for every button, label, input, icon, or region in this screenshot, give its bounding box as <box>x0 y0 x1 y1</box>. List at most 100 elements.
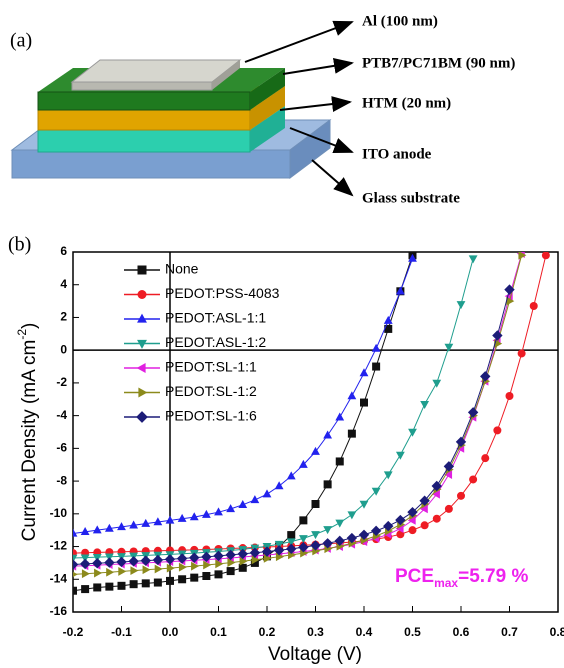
data-point <box>518 349 526 357</box>
pce-end: =5.79 % <box>458 566 528 587</box>
data-point <box>142 579 150 587</box>
y-axis-label-sup: -2 <box>15 329 29 340</box>
data-point <box>82 569 90 578</box>
data-point <box>153 555 163 565</box>
data-point <box>263 489 272 497</box>
data-point <box>189 552 199 562</box>
data-point <box>312 500 320 508</box>
data-point <box>506 392 514 400</box>
x-tick-label: 0.6 <box>453 625 470 639</box>
y-tick-label: -8 <box>56 473 67 487</box>
data-point <box>287 471 296 479</box>
y-tick-label: -12 <box>50 539 68 553</box>
legend-label: PEDOT:SL-1:1 <box>165 359 257 375</box>
ito-front <box>38 130 250 152</box>
data-point <box>141 555 151 565</box>
x-tick-label: 0.1 <box>210 625 227 639</box>
data-point <box>104 557 114 567</box>
data-point <box>347 511 356 519</box>
y-tick-label: 0 <box>60 342 67 356</box>
x-tick-label: 0.4 <box>356 625 373 639</box>
legend-marker <box>137 363 146 373</box>
x-tick-label: 0.5 <box>404 625 421 639</box>
al-front <box>72 82 212 90</box>
data-point <box>360 368 369 376</box>
data-point <box>372 363 380 371</box>
data-point <box>432 380 441 388</box>
y-tick-label: -10 <box>50 506 68 520</box>
data-point <box>335 520 344 528</box>
data-point <box>530 302 538 310</box>
data-point <box>130 580 138 588</box>
data-point <box>227 567 235 575</box>
y-axis-label-end: ) <box>19 323 40 329</box>
data-point <box>360 399 368 407</box>
data-point <box>445 505 453 513</box>
data-point <box>128 556 138 566</box>
data-point <box>154 579 162 587</box>
data-point <box>310 540 320 550</box>
legend-marker <box>137 340 147 349</box>
arrow <box>245 22 352 62</box>
legend-label: PEDOT:SL-1:6 <box>165 408 257 424</box>
data-point <box>165 554 175 564</box>
pce-text: PCE <box>395 566 434 587</box>
data-point <box>80 559 90 569</box>
x-tick-label: 0.2 <box>259 625 276 639</box>
data-point <box>93 583 101 591</box>
legend-marker <box>136 411 148 423</box>
pce-annotation: PCEmax=5.79 % <box>395 566 528 590</box>
data-point <box>395 515 405 525</box>
data-point <box>480 371 490 381</box>
data-point <box>81 585 89 593</box>
panel-label: (b) <box>8 234 31 256</box>
data-point <box>420 401 429 409</box>
data-point <box>287 531 295 539</box>
active-front <box>38 92 250 110</box>
figure: (a) Al (100 nm) PTB7/PC71BM (90 nm) <box>0 0 564 668</box>
legend-marker <box>138 388 147 398</box>
data-point <box>396 452 405 460</box>
data-point <box>250 495 259 503</box>
y-tick-label: 2 <box>60 310 67 324</box>
panel-label: (a) <box>10 30 32 52</box>
arrow <box>280 102 350 110</box>
data-point <box>94 569 102 578</box>
page: {"diagram": {"panel_label": "(a)", "laye… <box>0 0 564 668</box>
legend-marker <box>138 266 147 275</box>
data-point <box>469 475 477 483</box>
x-tick-label: 0.0 <box>162 625 179 639</box>
x-tick-label: 0.7 <box>501 625 518 639</box>
data-point <box>167 564 175 573</box>
legend-label: PEDOT:ASL-1:2 <box>165 334 266 350</box>
data-point <box>190 574 198 582</box>
data-point <box>92 558 102 568</box>
data-point <box>143 565 151 574</box>
legend-marker <box>138 290 147 299</box>
y-tick-label: -4 <box>56 408 67 422</box>
series-line <box>73 254 522 567</box>
data-point <box>481 454 489 462</box>
legend-label: None <box>165 261 199 277</box>
data-point <box>469 255 478 263</box>
legend-label: PEDOT:PSS-4083 <box>165 285 280 301</box>
data-point <box>408 429 417 437</box>
data-point <box>68 559 78 569</box>
x-tick-label: -0.1 <box>111 625 132 639</box>
y-tick-label: 4 <box>60 277 67 291</box>
y-axis-label-text: Current Density (mA cm <box>19 340 40 542</box>
data-point <box>155 565 163 574</box>
data-point <box>178 575 186 583</box>
data-point <box>106 568 114 577</box>
pce-sub: max <box>434 576 458 590</box>
data-point <box>409 526 417 534</box>
y-tick-label: 6 <box>60 244 67 258</box>
data-point <box>348 430 356 438</box>
legend-label: PEDOT:ASL-1:1 <box>165 310 266 326</box>
x-axis-label: Voltage (V) <box>268 644 362 665</box>
data-point <box>166 577 174 585</box>
data-point <box>457 301 466 309</box>
data-point <box>299 516 307 524</box>
y-tick-label: -6 <box>56 441 67 455</box>
data-point <box>179 563 187 572</box>
